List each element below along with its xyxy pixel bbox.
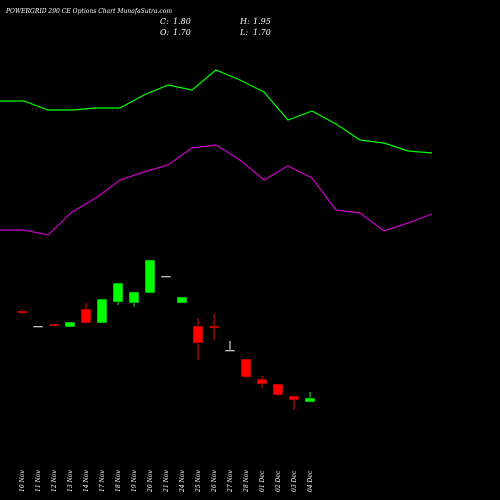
candle-body (112, 282, 124, 303)
x-tick-label: 20 Nov (147, 470, 154, 493)
candle-body (208, 325, 220, 329)
quote-value: 1.70 (173, 28, 191, 37)
x-tick-label: 11 Nov (35, 470, 42, 492)
x-tick-label: 25 Nov (195, 470, 202, 493)
quote-value: 1.70 (253, 28, 271, 37)
candle-body (96, 298, 108, 324)
x-tick-label: 18 Nov (115, 470, 122, 492)
quote-value: 1.95 (253, 17, 271, 26)
candle-body (224, 349, 236, 352)
quote: C: 1.80 H: 1.95 O: 1.70 L: 1.70 (160, 17, 271, 37)
candle-body (176, 296, 188, 304)
candle-body (144, 259, 156, 294)
candle-body (240, 358, 252, 378)
candle-body (288, 395, 300, 401)
x-tick-label: 10 Nov (19, 470, 26, 492)
candle-body (80, 308, 92, 324)
candle-body (32, 325, 44, 328)
candle-body (16, 310, 28, 314)
quote-value: 1.80 (173, 17, 191, 26)
x-tick-label: 19 Nov (131, 470, 138, 492)
line (0, 144, 433, 236)
candle-body (272, 383, 284, 396)
x-tick-label: 04 Dec (307, 470, 314, 492)
candle-body (48, 323, 60, 327)
candle-body (192, 325, 204, 344)
candle-body (160, 275, 172, 278)
x-tick-label: 21 Nov (163, 470, 170, 493)
candle-body (64, 321, 76, 328)
candle-body (256, 378, 268, 385)
line (0, 69, 433, 154)
quote-label: C: (160, 17, 169, 26)
chart-title: POWERGRID 290 CE Options Chart MunafaSut… (5, 8, 172, 15)
x-tick-label: 27 Nov (227, 470, 234, 493)
candle-body (128, 291, 140, 304)
x-tick-label: 13 Nov (67, 470, 74, 492)
x-tick-label: 17 Nov (99, 470, 106, 492)
x-tick-label: 03 Dec (291, 470, 298, 492)
quote-label: H: (239, 17, 250, 26)
x-tick-label: 24 Nov (179, 470, 186, 493)
quote-label: L: (239, 28, 248, 37)
x-tick-label: 02 Dec (275, 470, 282, 492)
x-tick-label: 28 Nov (243, 470, 250, 493)
x-tick-label: 26 Nov (211, 470, 218, 493)
x-tick-label: 12 Nov (51, 470, 58, 492)
candle-body (304, 397, 316, 403)
quote-label: O: (160, 28, 170, 37)
x-tick-label: 01 Dec (259, 470, 266, 492)
x-tick-label: 14 Nov (83, 470, 90, 492)
